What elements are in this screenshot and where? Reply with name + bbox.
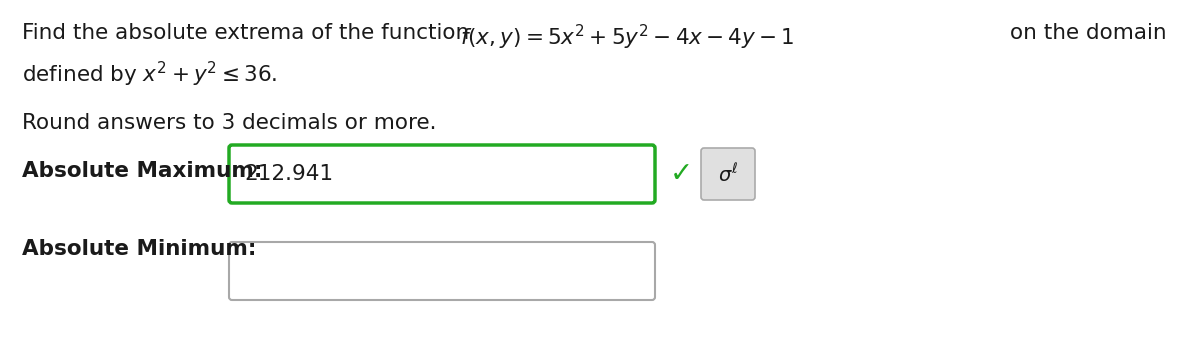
- FancyBboxPatch shape: [229, 242, 655, 300]
- Text: $f(x, y) = 5x^2 + 5y^2 - 4x - 4y - 1$: $f(x, y) = 5x^2 + 5y^2 - 4x - 4y - 1$: [460, 23, 794, 52]
- Text: Find the absolute extrema of the function: Find the absolute extrema of the functio…: [22, 23, 469, 43]
- Text: 212.941: 212.941: [244, 164, 334, 184]
- Text: $\sigma^{\ell}$: $\sigma^{\ell}$: [718, 163, 738, 185]
- Text: ✓: ✓: [670, 160, 694, 188]
- Text: Round answers to 3 decimals or more.: Round answers to 3 decimals or more.: [22, 113, 437, 133]
- FancyBboxPatch shape: [701, 148, 755, 200]
- Text: defined by $x^2 + y^2 \leq 36$.: defined by $x^2 + y^2 \leq 36$.: [22, 60, 277, 89]
- Text: on the domain: on the domain: [1010, 23, 1166, 43]
- FancyBboxPatch shape: [229, 145, 655, 203]
- Text: Absolute Minimum:: Absolute Minimum:: [22, 239, 257, 259]
- Text: Absolute Maximum:: Absolute Maximum:: [22, 161, 263, 181]
